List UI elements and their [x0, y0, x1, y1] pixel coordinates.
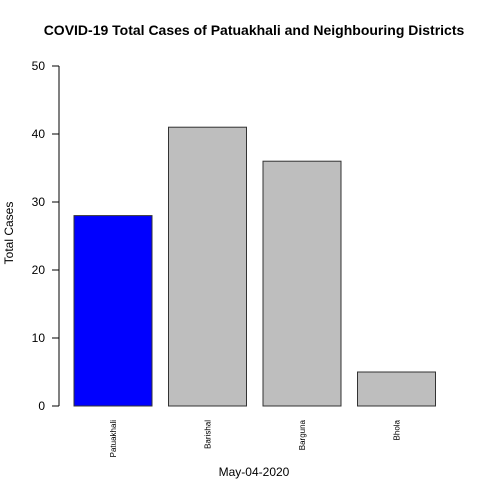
bar-patuakhali — [73, 215, 153, 407]
bar-bhola — [357, 371, 436, 407]
chart-title: COVID-19 Total Cases of Patuakhali and N… — [44, 22, 465, 38]
y-tick-label: 50 — [32, 59, 46, 73]
x-category-label: Barguna — [298, 419, 307, 450]
y-axis: 0 10 20 30 40 50 — [32, 59, 60, 413]
y-tick-label: 40 — [32, 127, 46, 141]
x-category-label: Patuakhali — [109, 420, 118, 458]
y-tick-label: 20 — [32, 263, 46, 277]
x-axis-label: May-04-2020 — [219, 465, 290, 479]
bar-barguna — [262, 160, 342, 407]
x-category-label: Barishal — [204, 420, 213, 449]
x-category-labels: Patuakhali Barishal Barguna Bhola — [109, 419, 402, 457]
y-axis-label: Total Cases — [2, 202, 16, 265]
y-tick-label: 10 — [32, 331, 46, 345]
y-tick-label: 30 — [32, 195, 46, 209]
y-tick-label: 0 — [38, 399, 45, 413]
x-category-label: Bhola — [393, 419, 402, 440]
bar-barishal — [168, 126, 247, 407]
bars — [73, 126, 436, 407]
